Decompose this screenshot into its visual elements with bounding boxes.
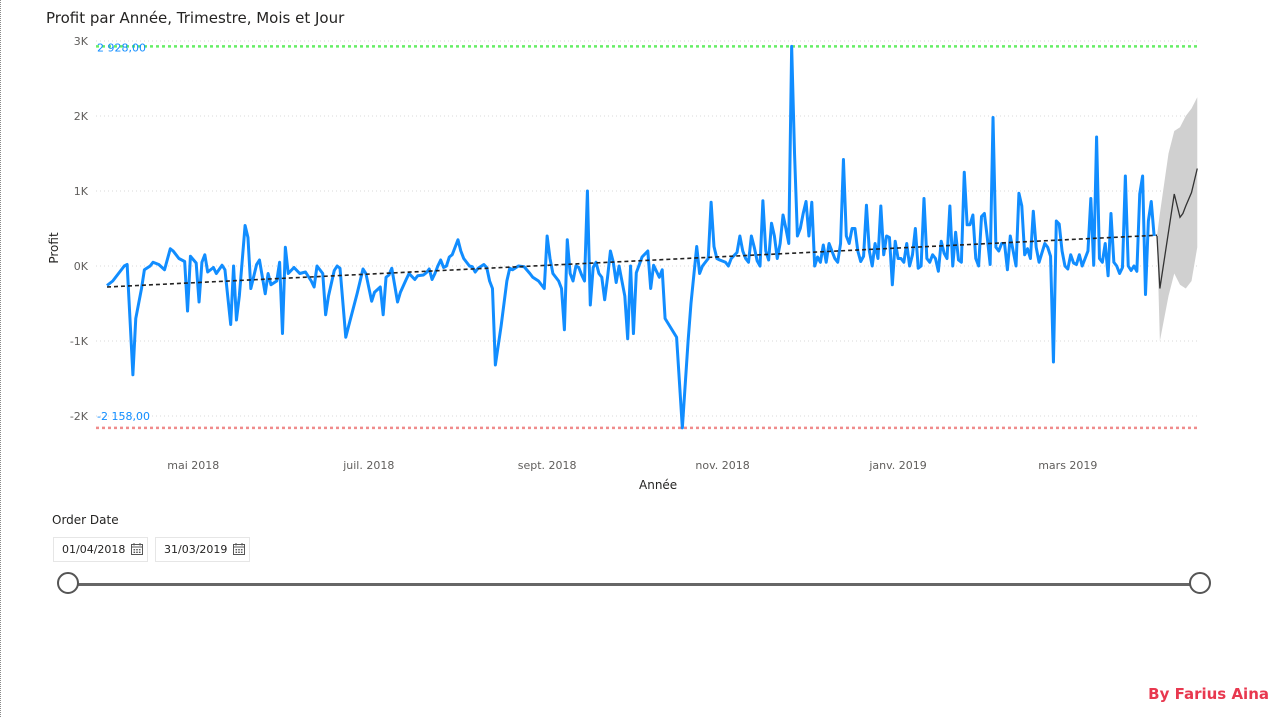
slider-end-handle[interactable]: [1189, 572, 1211, 594]
x-tick-label: janv. 2019: [868, 459, 926, 472]
y-tick-label: 2K: [74, 110, 89, 123]
date-range-slider-track[interactable]: [68, 583, 1200, 586]
slicer-title: Order Date: [52, 513, 119, 527]
reference-label-max: 2 928,00: [97, 41, 146, 54]
chart-title: Profit par Année, Trimestre, Mois et Jou…: [46, 9, 345, 27]
y-tick-label: 0K: [74, 260, 89, 273]
x-tick-label: nov. 2018: [695, 459, 749, 472]
calendar-icon[interactable]: [233, 543, 245, 555]
y-tick-label: 1K: [74, 185, 89, 198]
start-date-value: 01/04/2018: [62, 543, 126, 556]
line-chart[interactable]: 3K 2K 1K 0K -1K -2K mai 2018 juil. 2018 sept. 20…: [0, 0, 1277, 500]
x-tick-label: mars 2019: [1038, 459, 1097, 472]
y-axis-title: Profit: [47, 232, 61, 264]
forecast-confidence-band: [1157, 97, 1198, 341]
y-tick-label: -1K: [70, 335, 89, 348]
slider-start-handle[interactable]: [57, 572, 79, 594]
start-date-input[interactable]: 01/04/2018: [53, 537, 148, 562]
profit-series-line: [106, 44, 1156, 430]
end-date-input[interactable]: 31/03/2019: [155, 537, 250, 562]
canvas-left-border: [0, 0, 1, 717]
forecast-series-line: [1156, 168, 1198, 289]
x-tick-label: juil. 2018: [342, 459, 394, 472]
author-credit: By Farius Aina: [1148, 685, 1269, 703]
y-tick-label: -2K: [70, 410, 89, 423]
reference-label-min: -2 158,00: [97, 410, 150, 423]
end-date-value: 31/03/2019: [164, 543, 228, 556]
x-tick-label: sept. 2018: [518, 459, 577, 472]
trend-line: [106, 234, 1158, 288]
x-tick-label: mai 2018: [167, 459, 219, 472]
x-axis-title: Année: [639, 478, 677, 492]
y-tick-label: 3K: [74, 35, 89, 48]
calendar-icon[interactable]: [131, 543, 143, 555]
